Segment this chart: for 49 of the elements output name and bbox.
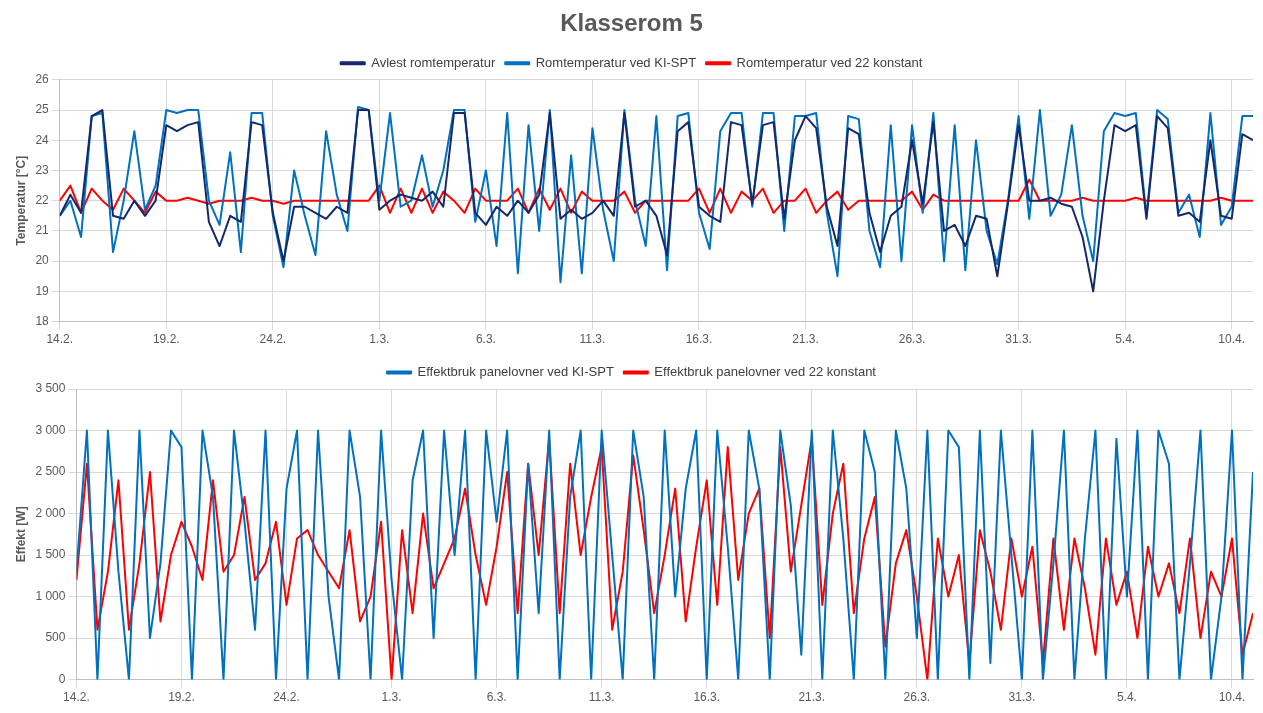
- x-tick-label: 1.3.: [369, 332, 390, 347]
- y-tick-label: 3 000: [35, 422, 66, 437]
- x-tick-label: 24.2.: [273, 690, 300, 705]
- x-tick-label: 24.2.: [259, 332, 287, 347]
- legend-label: Avlest romtemperatur: [371, 54, 496, 70]
- x-tick-label: 26.3.: [898, 332, 926, 347]
- y-tick-label: 500: [45, 630, 66, 645]
- x-tick-label: 14.2.: [63, 690, 90, 705]
- y-tick-label: 23: [35, 162, 50, 177]
- y-tick-label: 26: [35, 72, 50, 87]
- y-tick-label: 1 000: [35, 588, 66, 603]
- x-tick-label: 6.3.: [475, 332, 496, 347]
- x-tick-label: 14.2.: [46, 332, 74, 347]
- x-tick-label: 10.4.: [1218, 690, 1246, 705]
- y-tick-label: 20: [35, 253, 50, 268]
- x-tick-label: 16.3.: [685, 332, 713, 347]
- x-tick-label: 19.2.: [152, 332, 180, 347]
- y-tick-label: 3 500: [35, 381, 66, 396]
- x-tick-label: 16.3.: [693, 690, 721, 705]
- x-tick-label: 31.3.: [1005, 332, 1032, 347]
- x-tick-label: 5.4.: [1115, 332, 1136, 347]
- chart-title: Klasserom 5: [560, 9, 703, 37]
- x-tick-label: 21.3.: [792, 332, 819, 347]
- y-axis-title: Temperatur [°C]: [13, 155, 28, 246]
- x-tick-label: 21.3.: [798, 690, 826, 705]
- x-tick-label: 10.4.: [1218, 332, 1246, 347]
- y-tick-label: 1 500: [35, 547, 66, 562]
- x-tick-label: 1.3.: [381, 690, 402, 705]
- x-tick-label: 26.3.: [903, 690, 931, 705]
- y-tick-label: 18: [35, 313, 50, 328]
- x-tick-label: 31.3.: [1008, 690, 1036, 705]
- y-tick-label: 2 500: [35, 464, 66, 479]
- x-tick-label: 11.3.: [588, 690, 615, 705]
- y-tick-label: 19: [35, 283, 50, 298]
- legend-label: Romtemperatur ved KI-SPT: [535, 54, 697, 70]
- legend-label: Effektbruk panelovner ved 22 konstant: [654, 364, 877, 380]
- y-tick-label: 0: [58, 671, 66, 686]
- y-tick-label: 2 000: [35, 505, 66, 520]
- y-tick-label: 21: [35, 223, 50, 238]
- x-tick-label: 11.3.: [579, 332, 606, 347]
- legend-label: Effektbruk panelovner ved KI-SPT: [417, 364, 614, 380]
- y-axis-title: Effekt [W]: [13, 506, 28, 563]
- x-tick-label: 19.2.: [168, 690, 195, 705]
- x-tick-label: 6.3.: [486, 690, 507, 705]
- x-tick-label: 5.4.: [1116, 690, 1137, 705]
- y-tick-label: 24: [35, 132, 50, 147]
- legend-label: Romtemperatur ved 22 konstant: [736, 54, 923, 70]
- y-tick-label: 25: [35, 102, 50, 117]
- y-tick-label: 22: [35, 193, 50, 208]
